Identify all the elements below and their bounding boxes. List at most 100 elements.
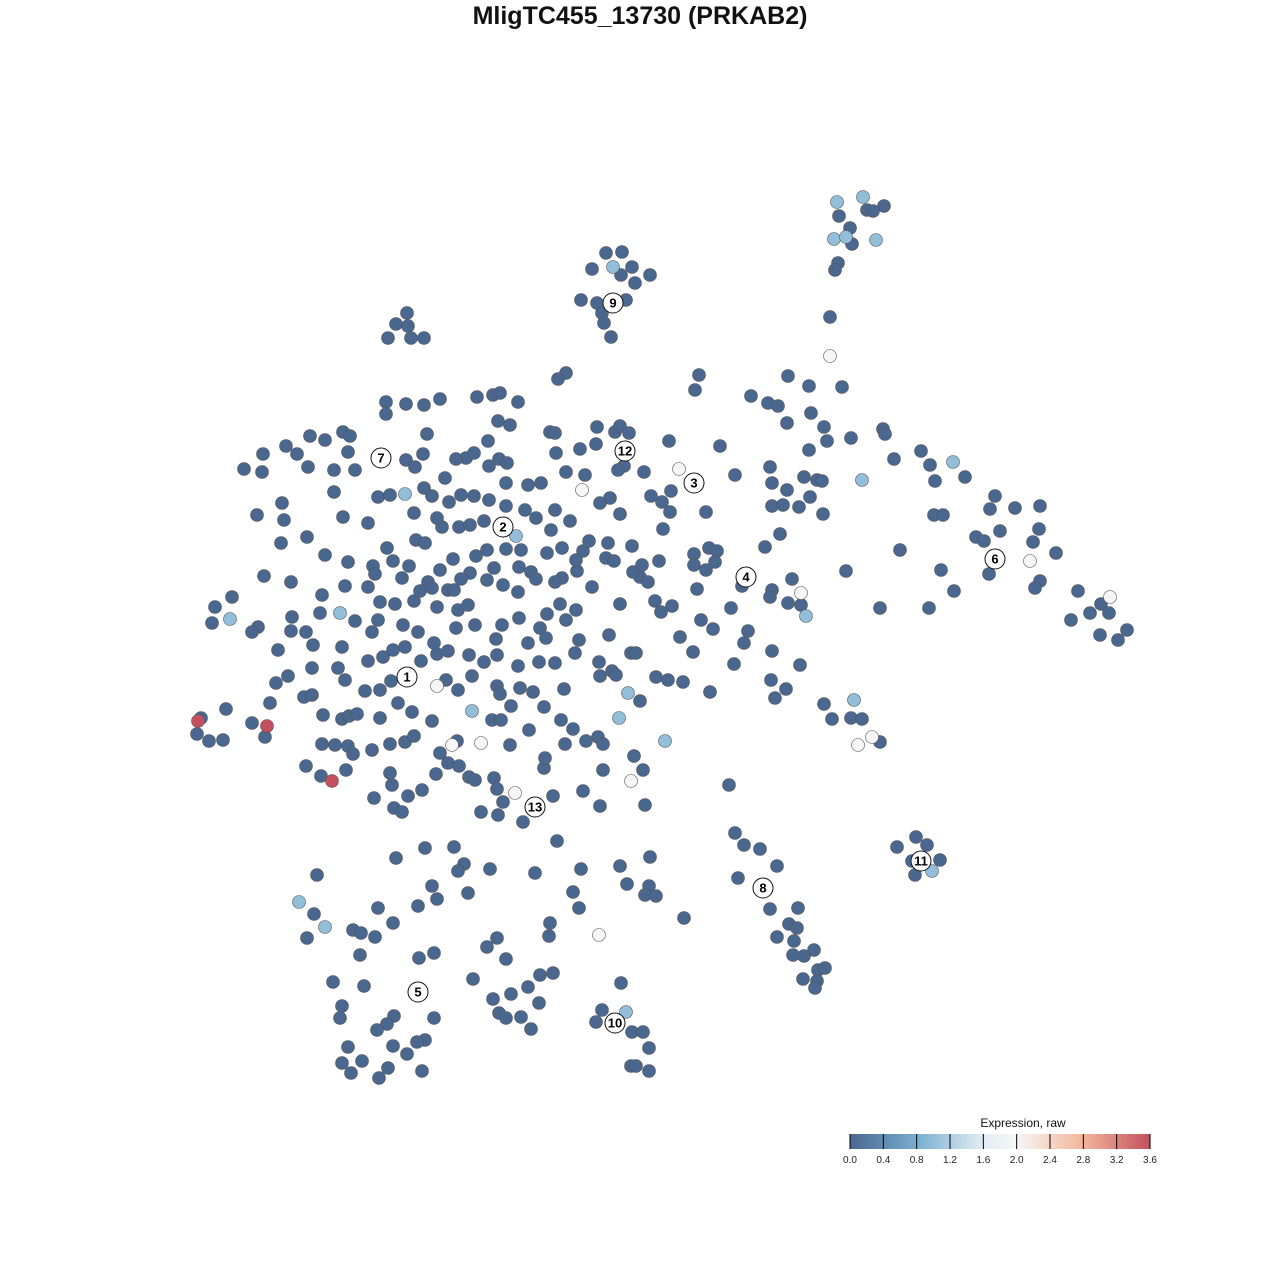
data-point (933, 853, 947, 867)
data-point (433, 563, 447, 577)
data-point (373, 595, 387, 609)
data-point (285, 610, 299, 624)
data-point (920, 838, 934, 852)
data-point (371, 901, 385, 915)
data-point (483, 862, 497, 876)
colorbar (850, 1134, 1150, 1149)
data-point (499, 476, 513, 490)
data-point (490, 648, 504, 662)
data-point (728, 468, 742, 482)
data-point (595, 1003, 609, 1017)
data-point (890, 840, 904, 854)
data-point (358, 684, 372, 698)
data-point (449, 452, 463, 466)
data-point (381, 1061, 395, 1075)
data-point (758, 540, 772, 554)
data-point (405, 705, 419, 719)
data-point (348, 463, 362, 477)
cluster-label-2: 2 (492, 516, 514, 538)
data-point (644, 489, 658, 503)
data-point (315, 737, 329, 751)
cluster-label-6: 6 (984, 548, 1006, 570)
data-point (928, 474, 942, 488)
data-point (468, 773, 482, 787)
data-point (781, 369, 795, 383)
data-point (361, 654, 375, 668)
data-point (503, 738, 517, 752)
data-point (797, 470, 811, 484)
data-point (713, 439, 727, 453)
data-point (509, 529, 523, 543)
data-point (656, 522, 670, 536)
data-point (365, 743, 379, 757)
cluster-label-9: 9 (602, 292, 624, 314)
data-point (427, 1011, 441, 1025)
data-point (770, 859, 784, 873)
data-point (219, 702, 233, 716)
data-point (454, 572, 468, 586)
data-point (430, 600, 444, 614)
data-point (887, 452, 901, 466)
data-point (548, 426, 562, 440)
data-point (983, 502, 997, 516)
data-point (430, 892, 444, 906)
data-point (417, 398, 431, 412)
data-point (1023, 554, 1037, 568)
data-point (568, 646, 582, 660)
data-point (699, 563, 713, 577)
data-point (893, 543, 907, 557)
data-point (383, 766, 397, 780)
data-point (765, 644, 779, 658)
data-point (499, 542, 513, 556)
data-point (551, 372, 565, 386)
data-point (572, 633, 586, 647)
data-point (386, 916, 400, 930)
data-point (223, 612, 237, 626)
cluster-label-13: 13 (524, 796, 546, 818)
data-point (796, 972, 810, 986)
data-point (1032, 522, 1046, 536)
data-point (815, 474, 829, 488)
data-point (578, 468, 592, 482)
data-point (542, 929, 556, 943)
data-point (468, 618, 482, 632)
data-point (585, 580, 599, 594)
data-point (808, 981, 822, 995)
data-point (477, 655, 491, 669)
data-point (763, 460, 777, 474)
data-point (593, 669, 607, 683)
data-point (665, 599, 679, 613)
data-point (438, 471, 452, 485)
data-point (982, 567, 996, 581)
cluster-label-text: 2 (499, 520, 506, 535)
data-point (500, 456, 514, 470)
data-point (828, 263, 842, 277)
colorbar-tick-label: 3.6 (1143, 1155, 1157, 1166)
data-point (353, 948, 367, 962)
data-point (619, 1005, 633, 1019)
data-point (866, 204, 880, 218)
data-point (785, 572, 799, 586)
cluster-label-badge (370, 447, 392, 469)
data-point (379, 395, 393, 409)
data-point (592, 928, 606, 942)
data-point (673, 630, 687, 644)
data-point (386, 1039, 400, 1053)
data-point (839, 230, 853, 244)
data-point (744, 389, 758, 403)
data-point (407, 506, 421, 520)
data-point (1111, 633, 1125, 647)
data-point (407, 729, 421, 743)
data-point (909, 830, 923, 844)
data-point (489, 632, 503, 646)
data-point (339, 763, 353, 777)
data-point (548, 656, 562, 670)
data-point (851, 738, 865, 752)
data-point (418, 536, 432, 550)
data-point (225, 590, 239, 604)
data-point (699, 505, 713, 519)
data-point (658, 734, 672, 748)
data-point (325, 774, 339, 788)
data-point (1064, 613, 1078, 627)
